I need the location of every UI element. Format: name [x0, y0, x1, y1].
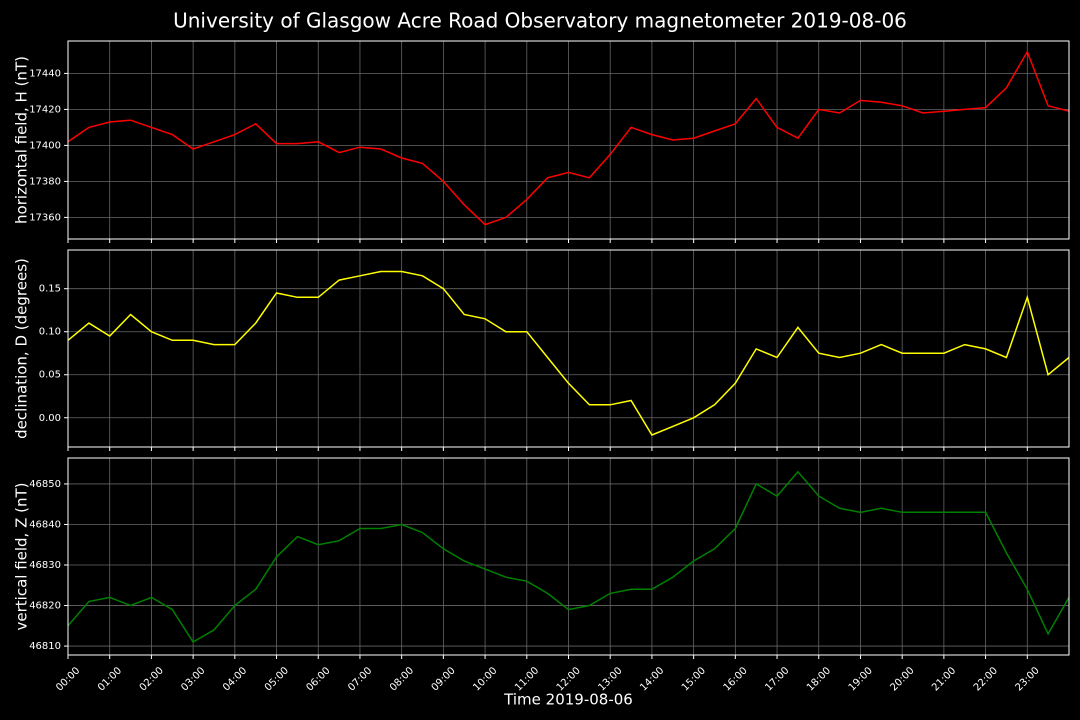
x-tick-label: 00:00: [54, 665, 82, 693]
x-tick-label: 13:00: [596, 665, 624, 693]
x-tick-label: 03:00: [179, 665, 207, 693]
x-tick-label: 16:00: [722, 665, 750, 693]
x-tick-label: 01:00: [96, 665, 124, 693]
chart-title: University of Glasgow Acre Road Observat…: [173, 9, 907, 33]
x-tick-label: 18:00: [805, 665, 833, 693]
y-tick-label: 17360: [29, 212, 61, 223]
x-tick-label: 05:00: [263, 665, 291, 693]
y-tick-label: 17380: [29, 176, 61, 187]
x-tick-label: 14:00: [638, 665, 666, 693]
y-tick-label: 46810: [29, 641, 61, 652]
x-tick-label: 20:00: [888, 665, 916, 693]
y-tick-label: 0.15: [39, 284, 61, 295]
y-tick-label: 46840: [29, 519, 61, 530]
y-axis-label: horizontal field, H (nT): [13, 56, 31, 224]
x-tick-label: 10:00: [471, 665, 499, 693]
x-tick-label: 02:00: [138, 665, 166, 693]
x-tick-label: 07:00: [346, 665, 374, 693]
y-tick-label: 17420: [29, 104, 61, 115]
y-axis-label: declination, D (degrees): [13, 258, 31, 439]
y-tick-label: 0.10: [39, 327, 61, 338]
x-tick-label: 06:00: [305, 665, 333, 693]
y-axis-label: vertical field, Z (nT): [13, 482, 31, 630]
y-tick-label: 17440: [29, 68, 61, 79]
plot-frame: [67, 457, 1070, 656]
x-tick-label: 23:00: [1014, 665, 1042, 693]
plot-frame: [67, 40, 1070, 240]
x-tick-label: 08:00: [388, 665, 416, 693]
series-line: [67, 270, 1070, 436]
y-tick-label: 46850: [29, 479, 61, 490]
series-line: [67, 50, 1070, 226]
y-tick-label: 46830: [29, 560, 61, 571]
x-tick-label: 17:00: [763, 665, 791, 693]
plot-frame: [67, 249, 1070, 448]
x-tick-label: 15:00: [680, 665, 708, 693]
y-tick-label: 17400: [29, 140, 61, 151]
x-tick-label: 11:00: [513, 665, 541, 693]
series-line: [67, 470, 1070, 644]
x-tick-label: 09:00: [430, 665, 458, 693]
x-tick-label: 21:00: [930, 665, 958, 693]
y-tick-label: 46820: [29, 601, 61, 612]
y-tick-label: 0.05: [39, 370, 61, 381]
x-tick-label: 22:00: [972, 665, 1000, 693]
x-axis-label: Time 2019-08-06: [503, 691, 633, 709]
y-tick-label: 0.00: [39, 413, 61, 424]
x-tick-label: 12:00: [555, 665, 583, 693]
x-tick-label: 19:00: [847, 665, 875, 693]
x-tick-label: 04:00: [221, 665, 249, 693]
